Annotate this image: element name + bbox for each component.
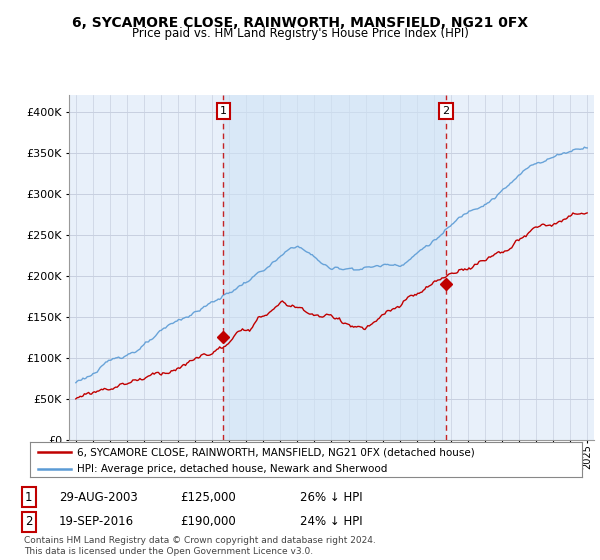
Text: £190,000: £190,000 bbox=[180, 515, 236, 529]
Text: 26% ↓ HPI: 26% ↓ HPI bbox=[300, 491, 362, 504]
Text: Contains HM Land Registry data © Crown copyright and database right 2024.
This d: Contains HM Land Registry data © Crown c… bbox=[24, 536, 376, 556]
Text: £125,000: £125,000 bbox=[180, 491, 236, 504]
Text: 1: 1 bbox=[25, 491, 32, 504]
Bar bbox=[223, 95, 446, 440]
Text: 6, SYCAMORE CLOSE, RAINWORTH, MANSFIELD, NG21 0FX: 6, SYCAMORE CLOSE, RAINWORTH, MANSFIELD,… bbox=[72, 16, 528, 30]
Text: 2: 2 bbox=[442, 106, 449, 116]
Text: 6, SYCAMORE CLOSE, RAINWORTH, MANSFIELD, NG21 0FX (detached house): 6, SYCAMORE CLOSE, RAINWORTH, MANSFIELD,… bbox=[77, 447, 475, 457]
Text: 19-SEP-2016: 19-SEP-2016 bbox=[59, 515, 134, 529]
Text: 29-AUG-2003: 29-AUG-2003 bbox=[59, 491, 137, 504]
Text: 1: 1 bbox=[220, 106, 227, 116]
Text: HPI: Average price, detached house, Newark and Sherwood: HPI: Average price, detached house, Newa… bbox=[77, 464, 387, 474]
Text: Price paid vs. HM Land Registry's House Price Index (HPI): Price paid vs. HM Land Registry's House … bbox=[131, 27, 469, 40]
Text: 2: 2 bbox=[25, 515, 32, 529]
Text: 24% ↓ HPI: 24% ↓ HPI bbox=[300, 515, 362, 529]
